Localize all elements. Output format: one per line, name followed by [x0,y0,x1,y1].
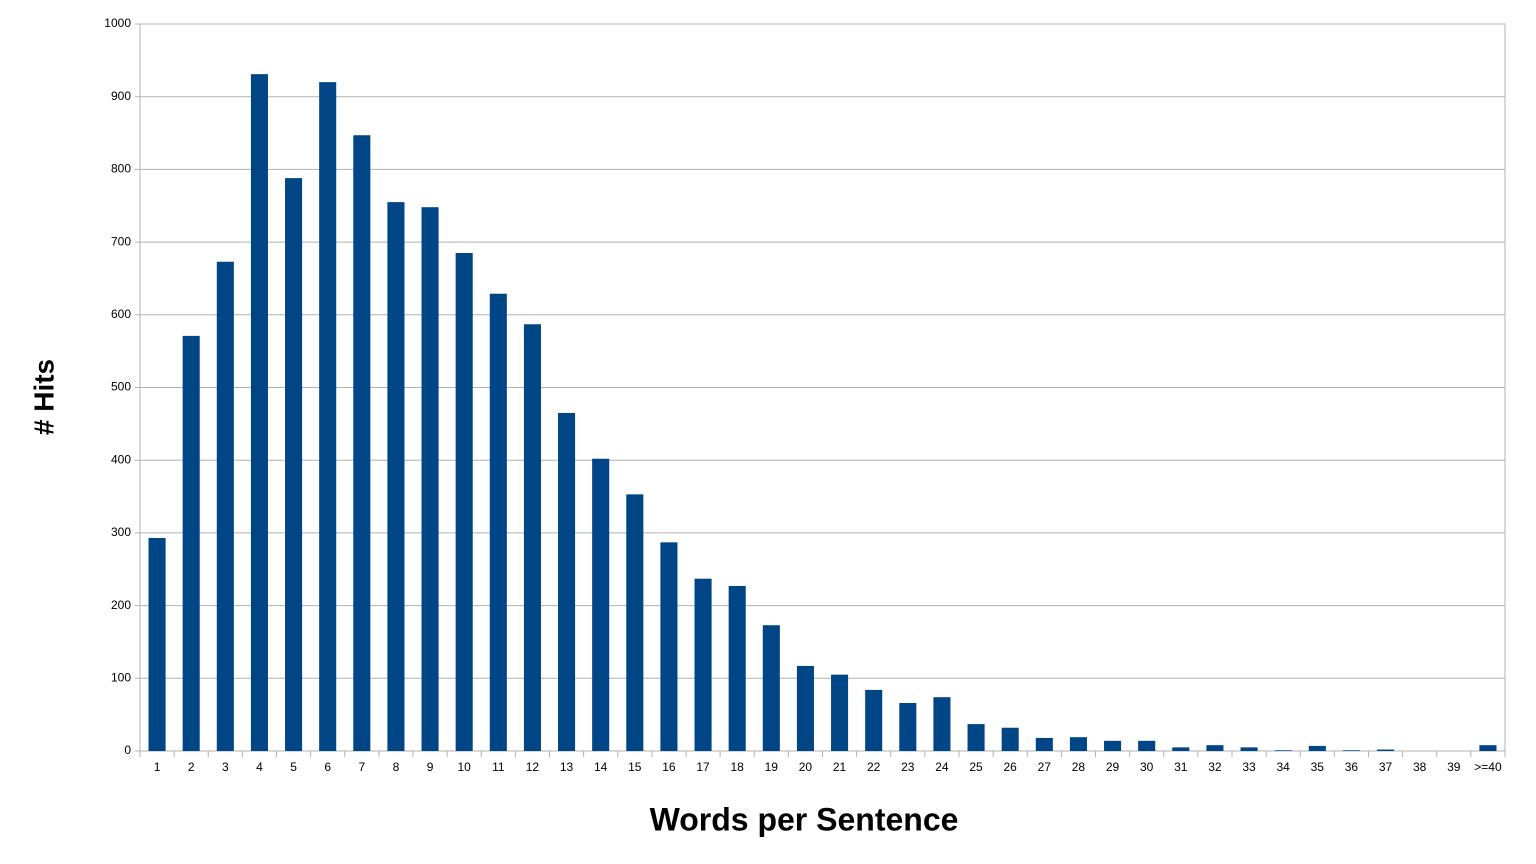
x-tick-label: 29 [1106,760,1120,774]
y-tick-label: 800 [111,162,131,176]
x-tick-label: 17 [696,760,710,774]
x-tick-label: 5 [290,760,297,774]
x-tick-label: 3 [222,760,229,774]
x-tick-label: 26 [1004,760,1018,774]
x-tick-label: 16 [662,760,676,774]
x-tick-label: 19 [765,760,779,774]
x-tick-label: 33 [1242,760,1256,774]
bar [1342,750,1360,751]
bar [660,542,678,751]
x-tick-label: 23 [901,760,915,774]
bar [216,261,234,751]
bar [182,335,200,751]
bar [285,178,303,751]
y-tick-label: 200 [111,598,131,612]
bar [1069,737,1087,751]
x-tick-label: 1 [154,760,161,774]
y-tick-label: 900 [111,89,131,103]
x-tick-label: 7 [358,760,365,774]
bar [865,689,883,751]
y-tick-label: 1000 [104,16,131,30]
x-tick-label: 36 [1345,760,1359,774]
x-tick-label: 14 [594,760,608,774]
x-tick-label: 31 [1174,760,1188,774]
bar [523,324,541,751]
x-tick-label: 35 [1311,760,1325,774]
y-tick-label: 700 [111,234,131,248]
x-tick-label: 37 [1379,760,1393,774]
bar [148,537,166,751]
bar [1274,750,1292,751]
y-tick-label: 600 [111,307,131,321]
y-tick-label: 500 [111,380,131,394]
bar [796,665,814,751]
bar [1479,745,1497,751]
x-tick-label: 4 [256,760,263,774]
bar [1001,727,1019,751]
x-axis-title: Words per Sentence [650,801,959,837]
y-tick-label: 0 [124,743,131,757]
bar [1138,740,1156,751]
y-axis-title: # Hits [28,359,59,435]
x-tick-label: 6 [324,760,331,774]
bar [933,697,951,751]
x-tick-label: 2 [188,760,195,774]
bar [592,458,610,751]
bar [967,724,985,751]
x-tick-label: 27 [1038,760,1052,774]
x-tick-label: 9 [427,760,434,774]
x-tick-label: 38 [1413,760,1427,774]
y-tick-label: 300 [111,525,131,539]
y-tick-label: 400 [111,452,131,466]
x-tick-label: 34 [1277,760,1291,774]
bar [353,135,371,751]
x-tick-label: 25 [969,760,983,774]
bar [1308,745,1326,751]
bar [1377,749,1395,751]
bar [1206,745,1224,751]
bar [831,674,849,751]
x-tick-label: 15 [628,760,642,774]
x-tick-label: 21 [833,760,847,774]
x-tick-label: >=40 [1474,760,1502,774]
bar [1104,740,1122,751]
x-tick-label: 13 [560,760,574,774]
bar [899,703,917,751]
x-tick-label: 20 [799,760,813,774]
x-tick-label: 11 [492,760,505,774]
bar [387,202,405,752]
x-tick-label: 24 [935,760,949,774]
bar [694,578,712,751]
bar [626,494,644,751]
bar [728,585,746,751]
bar [250,74,268,751]
x-tick-label: 39 [1447,760,1461,774]
y-tick-label: 100 [111,670,131,684]
bar [421,207,439,752]
bar [455,253,473,751]
x-tick-label: 12 [526,760,540,774]
bar [1035,737,1053,751]
bar [1240,747,1258,751]
bar [489,293,507,751]
x-tick-label: 28 [1072,760,1086,774]
x-tick-label: 8 [393,760,400,774]
bar [558,412,576,751]
x-tick-label: 22 [867,760,881,774]
x-tick-label: 10 [458,760,472,774]
bar [319,82,337,751]
x-tick-label: 32 [1208,760,1222,774]
x-tick-label: 18 [731,760,745,774]
bar [762,625,780,751]
bar [1172,747,1190,751]
x-tick-label: 30 [1140,760,1154,774]
